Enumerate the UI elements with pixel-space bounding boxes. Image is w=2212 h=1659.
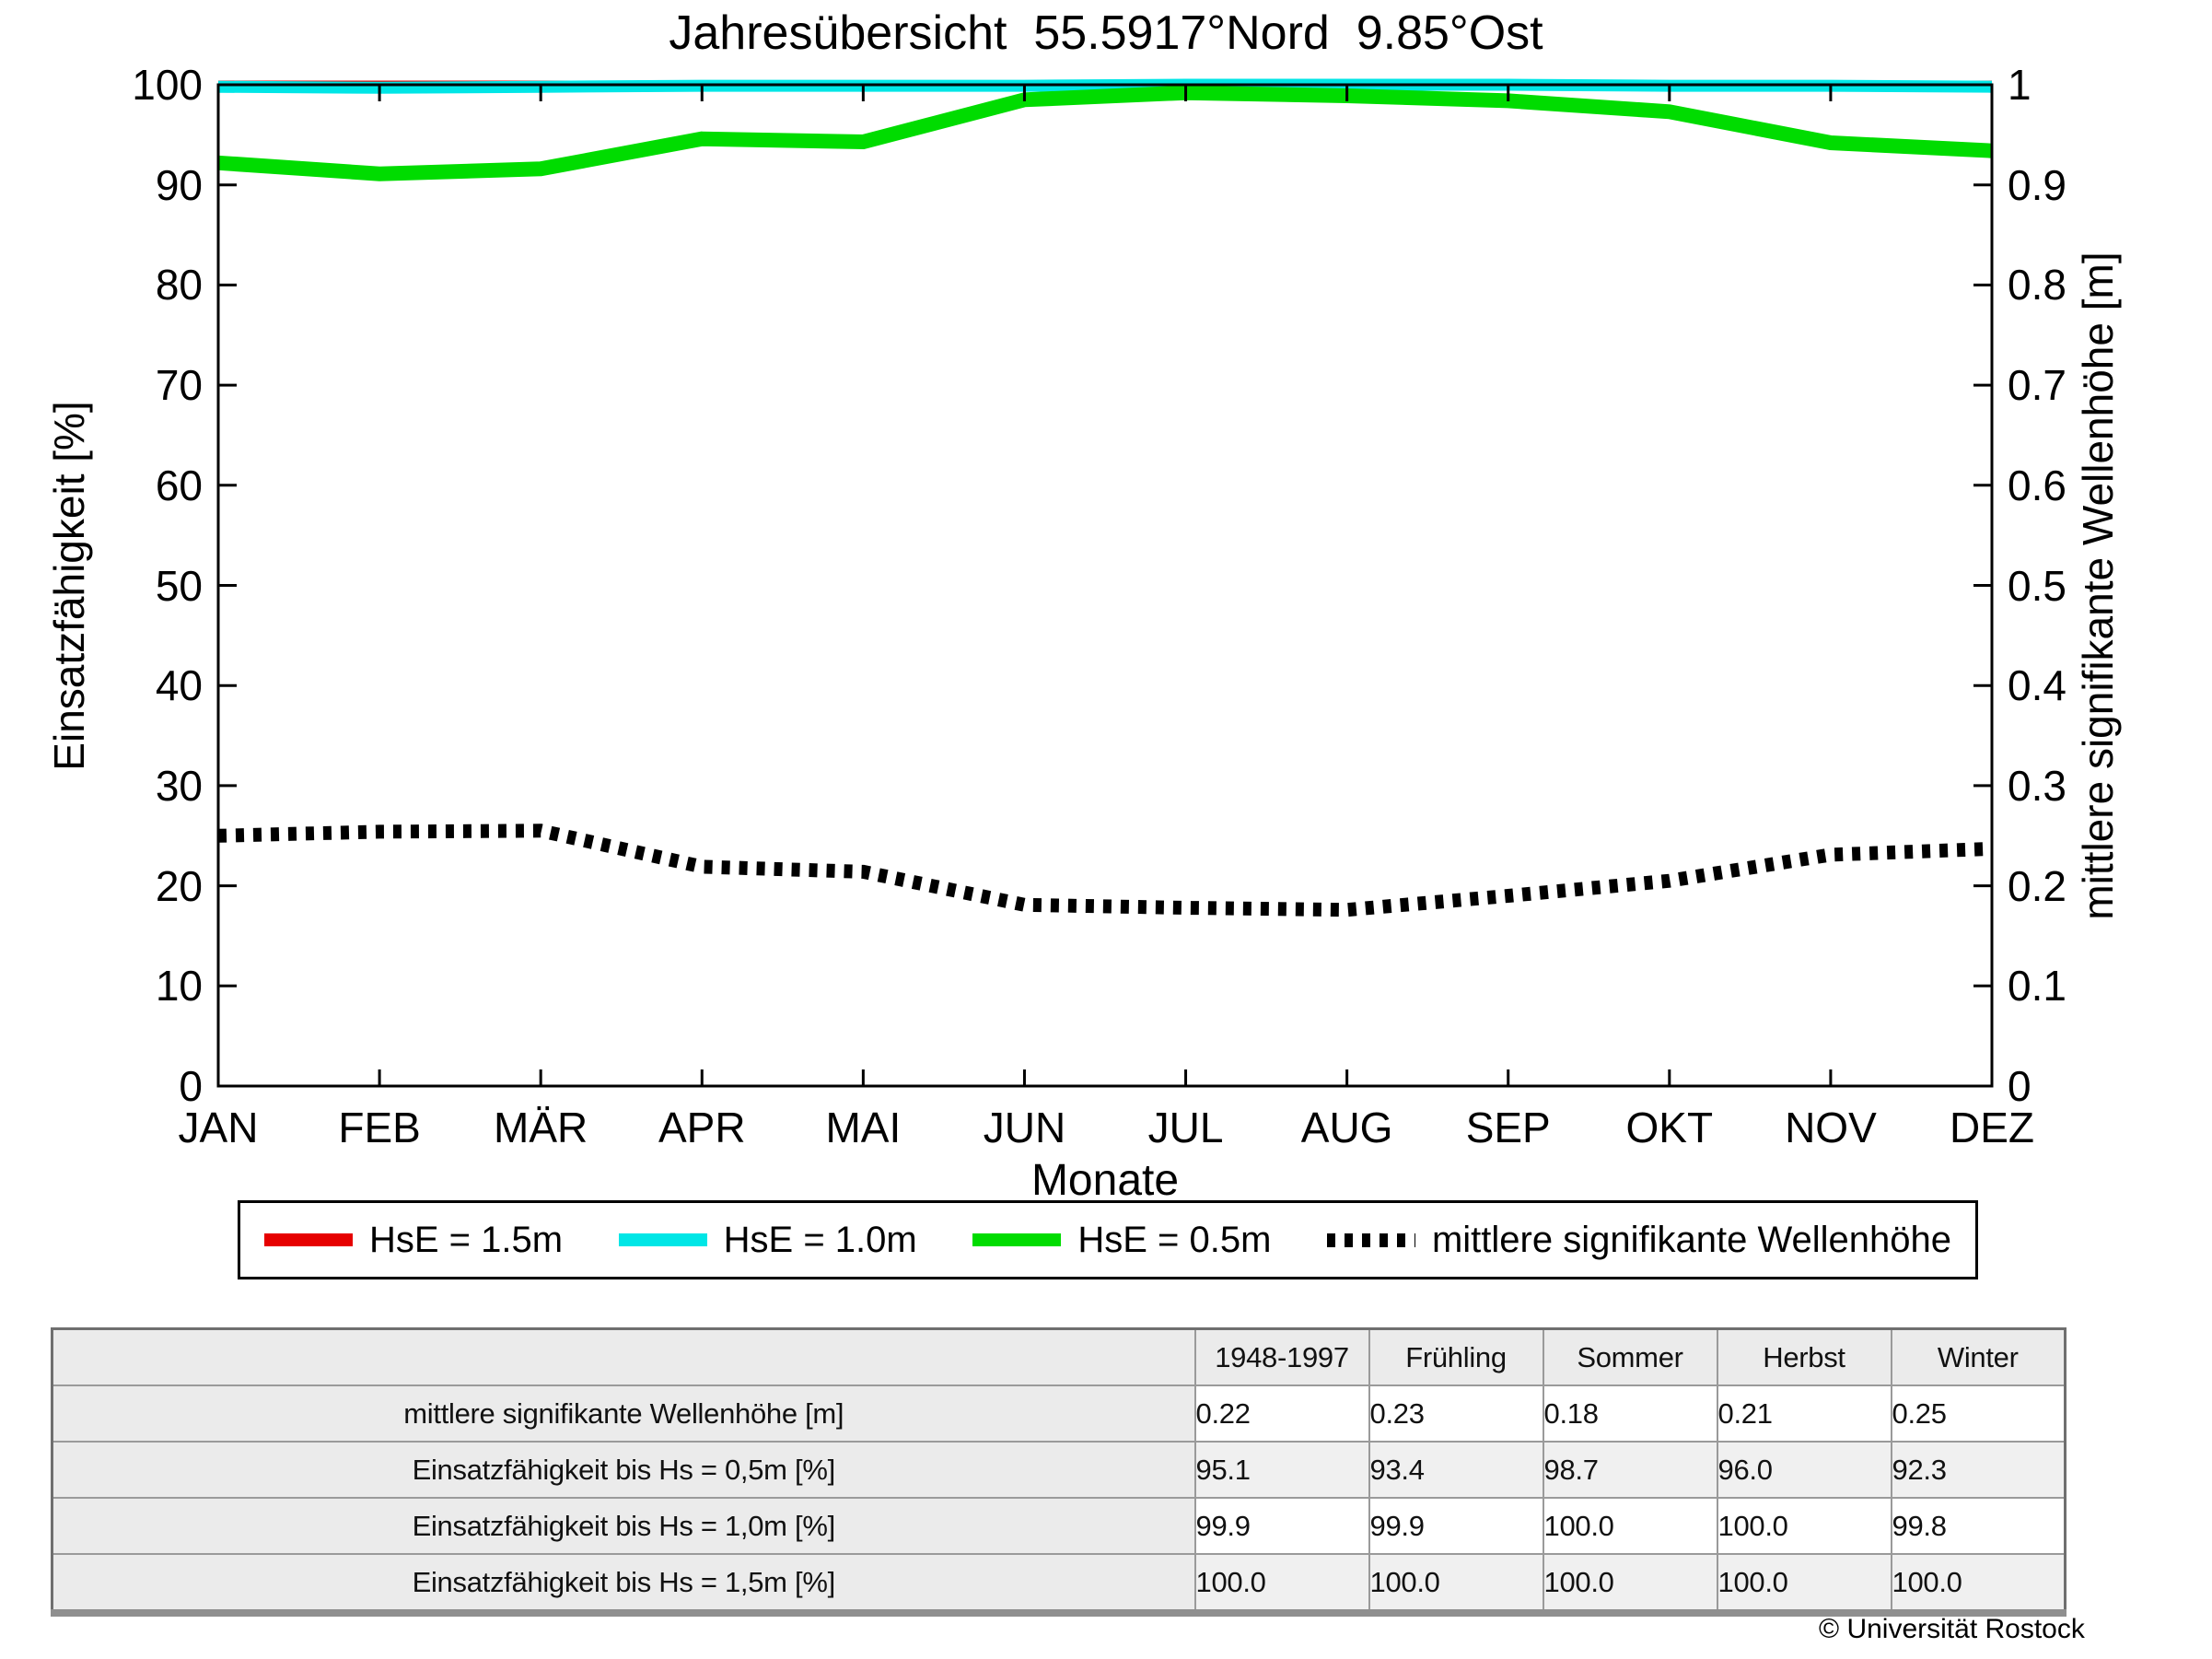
legend-line-sample [972,1233,1062,1246]
x-axis-tick-label: JUL [1147,1104,1224,1151]
table-value-cell: 93.4 [1368,1441,1544,1499]
legend-label: HsE = 1.0m [723,1219,917,1260]
legend-label: mittlere signifikante Wellenhöhe [1431,1219,1951,1260]
left-axis-tick-label: 60 [155,461,203,509]
right-axis-tick-label: 0.4 [2008,661,2066,710]
table-header-cell: 1948-1997 [1193,1327,1370,1386]
table-value-cell: 99.9 [1368,1497,1544,1555]
legend-label: HsE = 0.5m [1077,1219,1272,1260]
x-axis-tick-label: JAN [178,1104,259,1151]
table-value-cell: 0.21 [1716,1384,1892,1443]
table-value-cell: 99.9 [1193,1497,1370,1555]
series-line-mittlere-signifikante-wellenh-he [217,824,1993,917]
table-row-label: mittlere signifikante Wellenhöhe [m] [51,1384,1196,1443]
table-value-cell: 100.0 [1368,1553,1544,1614]
table-value-cell: 0.25 [1890,1384,2066,1443]
left-axis-tick-label: 70 [155,361,203,410]
x-axis-tick-label: DEZ [1950,1104,2034,1151]
table-row-label: Einsatzfähigkeit bis Hs = 1,5m [%] [51,1553,1196,1614]
left-axis-tick-label: 40 [155,661,203,710]
table-header-cell: Herbst [1716,1327,1892,1386]
series-line-hse-0-5m [217,85,1993,181]
x-axis-tick-label: MAI [825,1104,902,1151]
left-axis-tick-label: 10 [155,962,203,1011]
x-axis-tick-label: SEP [1465,1104,1551,1151]
table-value-cell: 99.8 [1890,1497,2066,1555]
right-axis-tick-label: 0.3 [2008,761,2066,810]
table-value-cell: 0.18 [1542,1384,1718,1443]
season-statistics-table: 1948-1997 Frühling Sommer Herbst Winter mittl… [51,1327,2066,1617]
right-axis-tick-label: 1 [2008,61,2032,109]
table-value-cell: 95.1 [1193,1441,1370,1499]
right-axis-tick-label: 0 [2008,1062,2032,1110]
table-value-cell: 0.23 [1368,1384,1544,1443]
legend-line-sample [264,1233,353,1246]
x-axis-tick-label: APR [658,1104,746,1151]
legend-line-sample [1326,1233,1415,1247]
right-axis-tick-label: 0.8 [2008,261,2066,310]
right-axis-tick-label: 0.5 [2008,561,2066,610]
table-header-cell: Sommer [1542,1327,1718,1386]
left-axis-title: Einsatzfähigkeit [%] [45,401,93,771]
table-header-empty-cell [51,1327,1196,1386]
left-axis-tick-label: 50 [155,561,203,610]
copyright-notice: © Universität Rostock [1819,1614,2085,1644]
legend-label: HsE = 1.5m [369,1219,564,1260]
table-header-row: 1948-1997 Frühling Sommer Herbst Winter [51,1327,2066,1386]
x-axis-tick-label: OKT [1625,1104,1714,1151]
legend-item: HsE = 1.5m [264,1220,563,1261]
table-value-cell: 100.0 [1542,1497,1718,1555]
table-value-cell: 98.7 [1542,1441,1718,1499]
left-axis-tick-label: 0 [179,1062,203,1110]
right-axis-tick-label: 0.2 [2008,861,2066,910]
legend-item: mittlere signifikante Wellenhöhe [1326,1219,1951,1261]
table-header-cell: Frühling [1368,1327,1544,1386]
table-row: Einsatzfähigkeit bis Hs = 0,5m [%] 95.1 93… [51,1441,2066,1499]
left-axis-tick-label: 30 [155,761,203,810]
chart-title: Jahresübersicht 55.5917°Nord 9.85°Ost [669,6,1543,60]
x-axis-tick-label: AUG [1300,1104,1393,1151]
x-axis-title: Monate [1030,1156,1180,1205]
left-axis-tick-label: 80 [155,261,203,310]
table-value-cell: 100.0 [1716,1553,1892,1614]
x-axis-tick-label: NOV [1785,1104,1877,1151]
right-axis-tick-label: 0.9 [2008,160,2066,209]
left-axis-tick-label: 20 [155,861,203,910]
left-axis-tick-label: 100 [132,61,203,109]
legend-item: HsE = 0.5m [972,1220,1271,1261]
right-axis-tick-label: 0.1 [2008,962,2066,1011]
right-axis-tick-label: 0.7 [2008,361,2066,410]
table-value-cell: 100.0 [1193,1553,1370,1614]
left-axis-tick-label: 90 [155,160,203,209]
x-axis-tick-label: FEB [338,1104,421,1151]
right-axis-title: mittlere signifikante Wellenhöhe [m] [2074,251,2122,920]
legend-item: HsE = 1.0m [618,1219,917,1261]
x-axis-tick-label: JUN [983,1104,1066,1151]
legend-line-sample [618,1233,707,1246]
table-value-cell: 0.22 [1193,1384,1370,1443]
table-value-cell: 100.0 [1716,1497,1892,1555]
right-axis-tick-label: 0.6 [2008,461,2066,509]
table-value-cell: 96.0 [1716,1441,1892,1499]
axes-frame [216,83,1994,1088]
table-header-cell: Winter [1890,1327,2066,1386]
x-axis-tick-label: MÄR [494,1104,588,1151]
table-row: mittlere signifikante Wellenhöhe [m] 0.22… [51,1384,2066,1443]
chart-legend: HsE = 1.5m HsE = 1.0m HsE = 0.5m mittlere s… [238,1200,1978,1279]
table-value-cell: 92.3 [1890,1441,2066,1499]
table-row: Einsatzfähigkeit bis Hs = 1,0m [%] 99.9 99… [51,1497,2066,1555]
table-value-cell: 100.0 [1542,1553,1718,1614]
table-row: Einsatzfähigkeit bis Hs = 1,5m [%] 100.0 1… [51,1553,2066,1614]
table-value-cell: 100.0 [1890,1553,2066,1614]
table-row-label: Einsatzfähigkeit bis Hs = 0,5m [%] [51,1441,1196,1499]
table-row-label: Einsatzfähigkeit bis Hs = 1,0m [%] [51,1497,1196,1555]
